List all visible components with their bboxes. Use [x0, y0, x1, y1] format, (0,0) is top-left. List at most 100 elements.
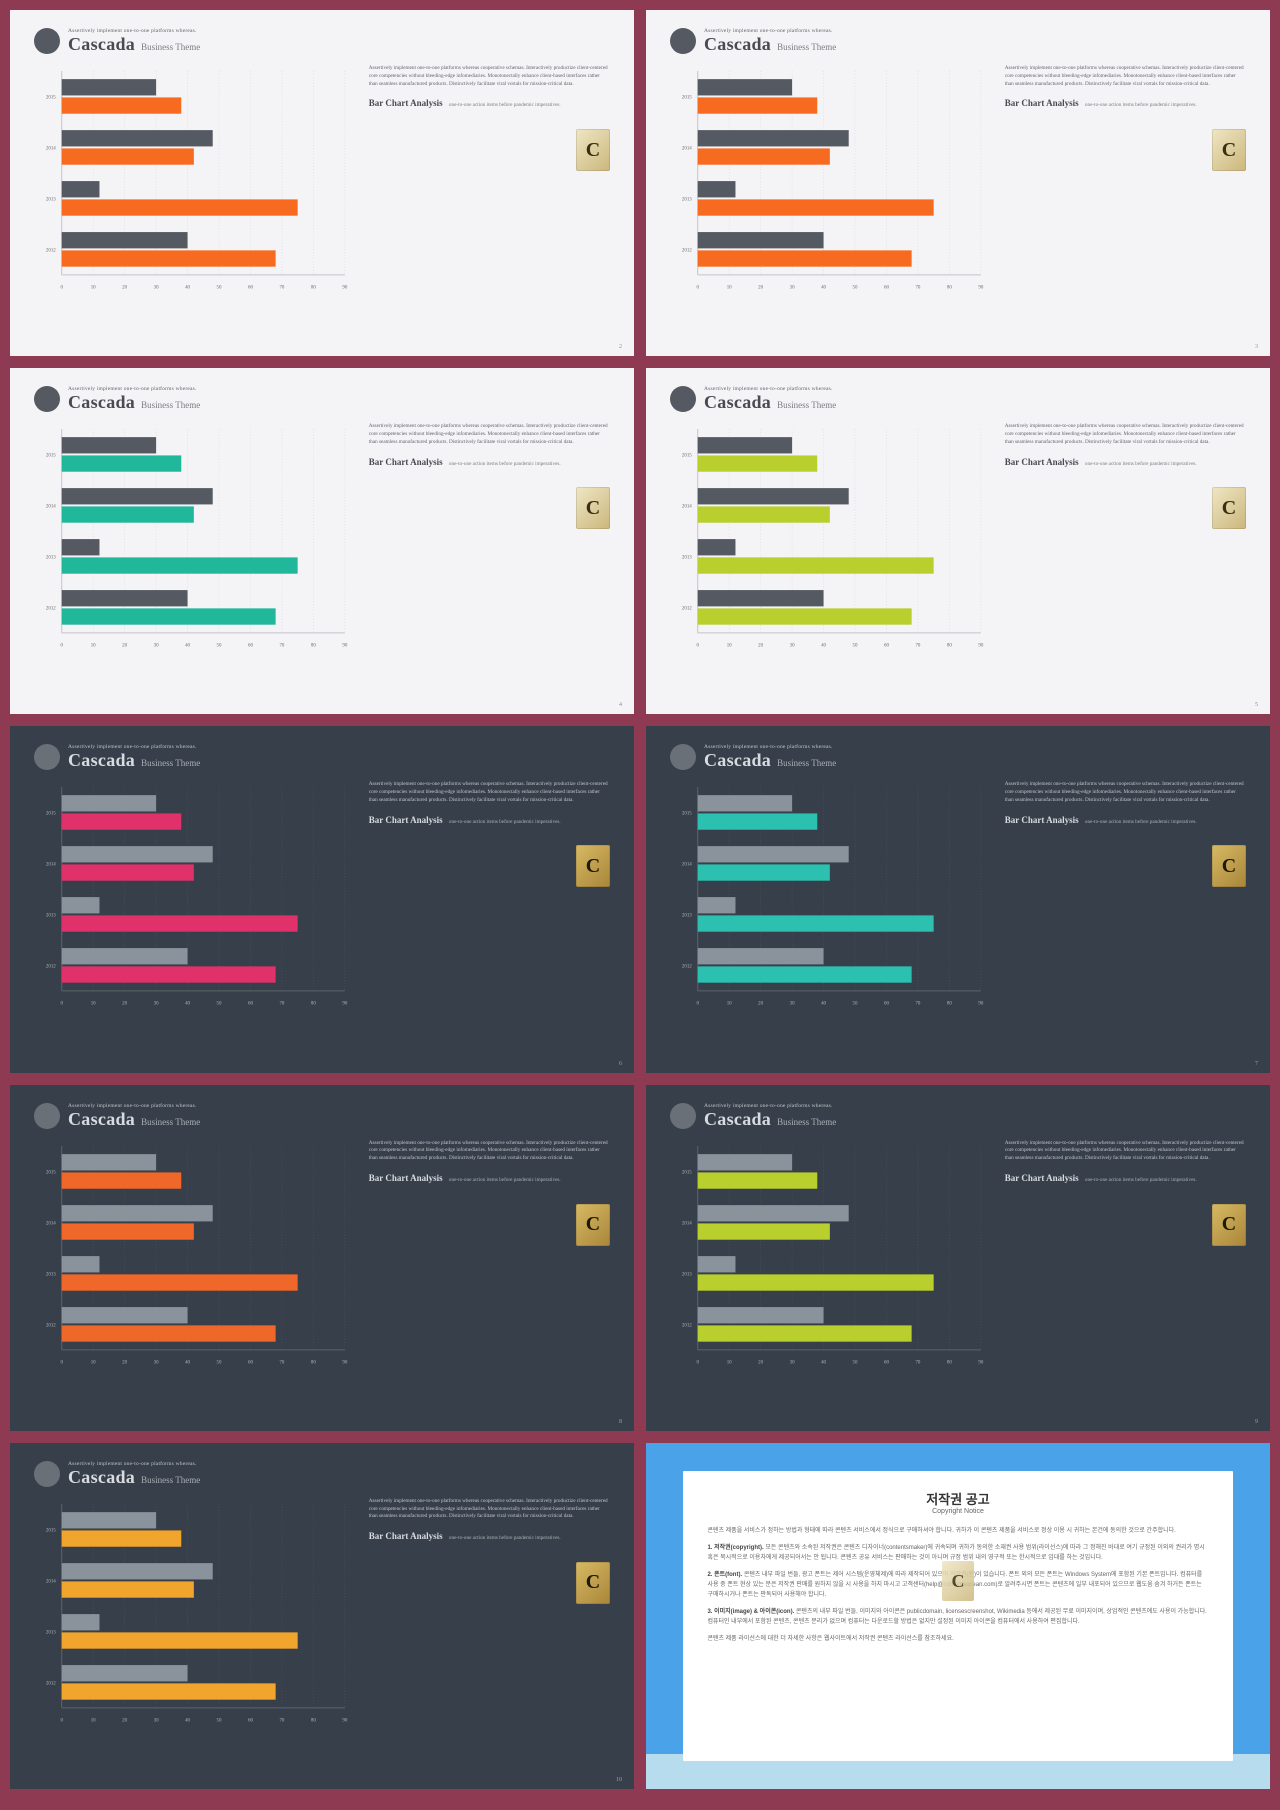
bar-accent [62, 916, 298, 932]
bar-gray [698, 949, 824, 965]
slide-header: Assertively implement one-to-one platfor… [34, 28, 610, 55]
copyright-subtitle: Copyright Notice [707, 1508, 1208, 1515]
bar-gray [698, 1256, 736, 1272]
svg-text:60: 60 [884, 286, 889, 291]
svg-text:30: 30 [154, 1719, 159, 1724]
bar-gray [698, 79, 792, 95]
svg-text:60: 60 [248, 644, 253, 649]
bar-accent [62, 814, 182, 830]
bar-gray [698, 1205, 849, 1221]
svg-text:2012: 2012 [682, 607, 692, 612]
bar-accent [62, 1530, 182, 1546]
bar-gray [698, 1154, 792, 1170]
svg-text:70: 70 [915, 1002, 920, 1007]
svg-text:30: 30 [154, 286, 159, 291]
svg-text:80: 80 [311, 644, 316, 649]
bar-accent [62, 967, 276, 983]
bar-gray [698, 232, 824, 248]
bar-chart: 01020304050607080902015201420132012 [670, 423, 987, 681]
bar-gray [62, 1512, 156, 1528]
description-text: Assertively implement one-to-one platfor… [369, 423, 610, 446]
svg-text:2015: 2015 [682, 812, 692, 817]
svg-text:2012: 2012 [682, 248, 692, 253]
svg-text:20: 20 [122, 1360, 127, 1365]
svg-text:90: 90 [342, 1360, 347, 1365]
svg-text:50: 50 [853, 286, 858, 291]
brand-name: Cascada [68, 1467, 135, 1488]
svg-text:2015: 2015 [46, 454, 56, 459]
slide: Assertively implement one-to-one platfor… [646, 1085, 1270, 1431]
bar-gray [698, 796, 792, 812]
svg-text:50: 50 [217, 644, 222, 649]
svg-text:80: 80 [947, 1360, 952, 1365]
slide-header: Assertively implement one-to-one platfor… [670, 1103, 1246, 1130]
bar-gray [62, 1665, 188, 1681]
bar-gray [62, 1205, 213, 1221]
svg-text:2014: 2014 [46, 1579, 56, 1584]
svg-text:2013: 2013 [46, 914, 56, 919]
content-badge-icon: C [1212, 845, 1246, 887]
slide-header: Assertively implement one-to-one platfor… [34, 744, 610, 771]
svg-text:30: 30 [154, 1002, 159, 1007]
svg-text:0: 0 [60, 286, 63, 291]
svg-text:2014: 2014 [46, 863, 56, 868]
bar-chart: 01020304050607080902015201420132012 [670, 781, 987, 1039]
description-text: Assertively implement one-to-one platfor… [1005, 781, 1246, 804]
svg-text:80: 80 [947, 1002, 952, 1007]
brand-subtitle: Business Theme [141, 42, 200, 52]
bar-gray [698, 1307, 824, 1323]
page-number: 9 [1255, 1419, 1258, 1425]
slide: Assertively implement one-to-one platfor… [10, 1085, 634, 1431]
brand-name: Cascada [704, 1109, 771, 1130]
bar-accent [698, 456, 818, 472]
svg-text:2012: 2012 [46, 965, 56, 970]
description-text: Assertively implement one-to-one platfor… [1005, 65, 1246, 88]
svg-text:2015: 2015 [682, 454, 692, 459]
svg-text:10: 10 [727, 644, 732, 649]
bar-accent [62, 199, 298, 215]
svg-text:50: 50 [853, 644, 858, 649]
header-dot-icon [670, 28, 696, 54]
header-dot-icon [34, 1103, 60, 1129]
description-text: Assertively implement one-to-one platfor… [369, 781, 610, 804]
svg-text:50: 50 [853, 1360, 858, 1365]
svg-text:90: 90 [978, 644, 983, 649]
bar-accent [698, 558, 934, 574]
tagline: Assertively implement one-to-one platfor… [704, 1103, 836, 1109]
tagline: Assertively implement one-to-one platfor… [68, 1103, 200, 1109]
analysis-heading: Bar Chart Analysis one-to-one action ite… [369, 1531, 610, 1541]
analysis-heading: Bar Chart Analysis one-to-one action ite… [369, 1173, 610, 1183]
svg-text:60: 60 [884, 1002, 889, 1007]
page-number: 4 [619, 702, 622, 708]
bar-gray [62, 1563, 213, 1579]
svg-text:40: 40 [185, 1719, 190, 1724]
brand-name: Cascada [68, 1109, 135, 1130]
bar-gray [62, 181, 100, 197]
svg-text:60: 60 [248, 286, 253, 291]
svg-text:60: 60 [884, 1360, 889, 1365]
svg-text:40: 40 [185, 1002, 190, 1007]
bar-gray [62, 1614, 100, 1630]
bar-accent [698, 1325, 912, 1341]
slide: Assertively implement one-to-one platfor… [10, 10, 634, 356]
copyright-slide: 저작권 공고 Copyright Notice C 콘텐츠 제품을 서비스가 정… [646, 1443, 1270, 1789]
brand-subtitle: Business Theme [141, 1117, 200, 1127]
svg-text:2013: 2013 [46, 556, 56, 561]
bar-gray [62, 796, 156, 812]
page-number: 5 [1255, 702, 1258, 708]
header-dot-icon [670, 1103, 696, 1129]
svg-text:2015: 2015 [46, 812, 56, 817]
brand-subtitle: Business Theme [777, 1117, 836, 1127]
description-text: Assertively implement one-to-one platfor… [1005, 423, 1246, 446]
brand-name: Cascada [68, 750, 135, 771]
header-dot-icon [34, 744, 60, 770]
svg-text:10: 10 [91, 1002, 96, 1007]
bar-gray [62, 898, 100, 914]
brand-subtitle: Business Theme [777, 758, 836, 768]
svg-text:20: 20 [122, 1719, 127, 1724]
svg-text:40: 40 [821, 644, 826, 649]
brand-name: Cascada [704, 392, 771, 413]
bar-gray [62, 488, 213, 504]
svg-text:70: 70 [279, 1360, 284, 1365]
tagline: Assertively implement one-to-one platfor… [704, 28, 836, 34]
